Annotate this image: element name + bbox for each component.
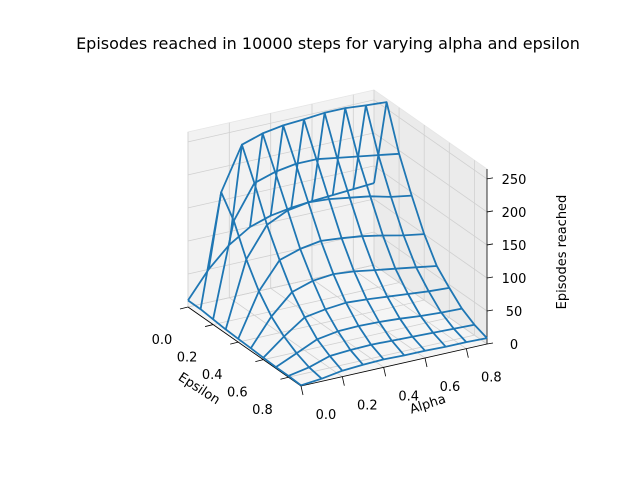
x-tick-label: 0.8 (252, 403, 273, 418)
z-tick-mark (486, 243, 494, 246)
x-tick-mark (280, 376, 289, 380)
surface-line-alpha (228, 143, 343, 372)
z-tick-label: 200 (502, 206, 527, 221)
y-tick-mark (341, 376, 345, 386)
surface-line-epsilon (237, 233, 425, 340)
tick-marks: 0.0 0.2 0.4 0.6 0.8 0.0 0.2 0.4 0.6 0.8 0 50 100 150 2… (152, 173, 527, 423)
surface-line-epsilon (300, 337, 488, 387)
grid-line-z (187, 231, 488, 312)
z-tick-mark (486, 177, 494, 180)
y-tick-mark (383, 367, 387, 377)
y-tick-label: 0.2 (357, 399, 378, 414)
grid-line-z (187, 165, 488, 246)
z-tick-mark (486, 309, 494, 312)
surface-line-alpha (352, 104, 467, 343)
z-axis-label: Episodes reached (555, 195, 570, 310)
grid-line-z (187, 132, 488, 213)
chart-title: Episodes reached in 10000 steps for vary… (76, 34, 580, 53)
z-tick-label: 0 (510, 338, 518, 353)
x-tick-mark (230, 341, 239, 345)
y-tick-mark (465, 348, 469, 358)
surface-wireframe (187, 101, 488, 387)
surface-line-epsilon (212, 152, 400, 320)
x-tick-mark (179, 306, 189, 310)
x-tick-label: 0.6 (227, 386, 248, 401)
surface-line-epsilon (187, 182, 375, 301)
surface-line-epsilon (262, 287, 450, 359)
x-axis-line (187, 306, 302, 387)
x-tick-label: 0.2 (177, 351, 198, 366)
surface-line-alpha (290, 118, 405, 356)
z-tick-label: 100 (502, 272, 527, 287)
z-tick-label: 150 (502, 239, 527, 254)
axis-panes (187, 89, 488, 387)
surface-line-alpha (249, 132, 364, 366)
surface-line-epsilon (250, 265, 437, 349)
z-tick-mark (486, 342, 494, 345)
surface-line-alpha (269, 124, 385, 360)
y-tick-label: 0.0 (316, 408, 337, 423)
grid-line-z (187, 99, 488, 180)
surface-line-epsilon (288, 323, 475, 377)
surface-line-epsilon (224, 194, 412, 330)
x-tick-mark (205, 324, 214, 327)
x-tick-mark (255, 359, 264, 363)
surface-line-alpha (373, 101, 488, 339)
grid-lines (187, 90, 488, 387)
y-tick-label: 0.4 (398, 389, 419, 404)
z-tick-label: 250 (502, 173, 527, 188)
z-tick-mark (486, 210, 494, 213)
grid-line-z (187, 264, 488, 345)
x-tick-label: 0.0 (152, 333, 173, 348)
y-tick-mark (424, 357, 428, 368)
y-tick-label: 0.6 (440, 380, 461, 395)
y-axis-line (300, 343, 488, 387)
surface-line-alpha (187, 299, 302, 387)
y-tick-mark (300, 385, 304, 396)
y-tick-label: 0.8 (481, 371, 502, 386)
surface-line-alpha (207, 191, 323, 380)
z-tick-mark (486, 276, 494, 279)
surface-line-alpha (311, 111, 426, 352)
x-tick-label: 0.4 (202, 368, 223, 383)
surface-line-epsilon (275, 307, 463, 368)
surface-line-alpha (331, 107, 447, 348)
z-tick-label: 50 (506, 305, 523, 320)
surface-line-epsilon (199, 101, 387, 310)
axis-lines (187, 169, 488, 387)
